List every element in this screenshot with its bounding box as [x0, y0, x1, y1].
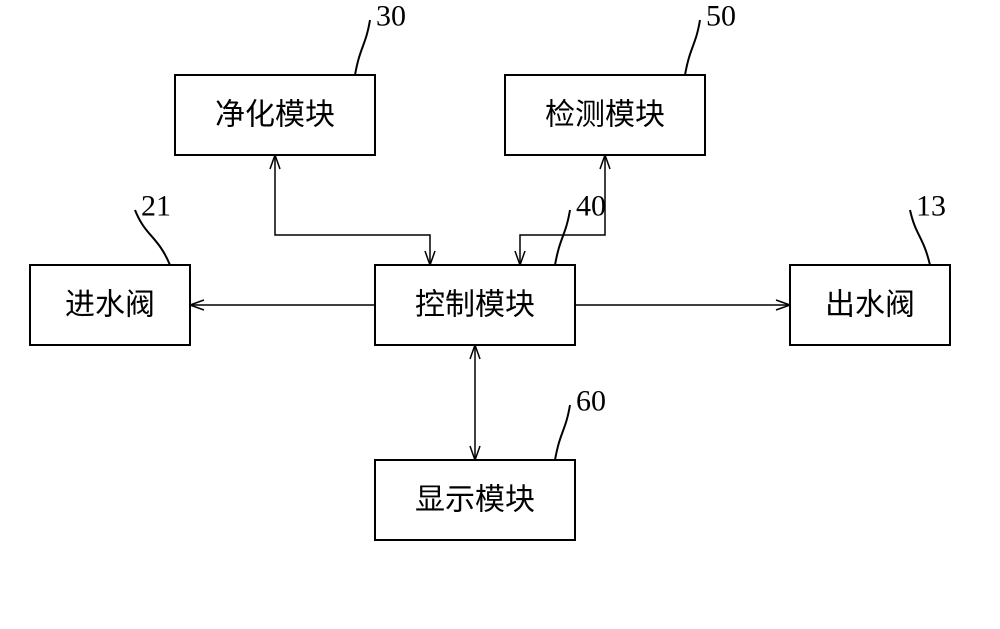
ref-purify: 30: [376, 0, 406, 33]
leader-control: [555, 210, 570, 265]
label-detect: 检测模块: [545, 99, 665, 132]
label-outlet: 出水阀: [825, 289, 915, 322]
label-display: 显示模块: [415, 484, 535, 517]
label-purify: 净化模块: [215, 99, 335, 132]
label-control: 控制模块: [415, 289, 535, 322]
node-control: 控制模块 40: [375, 190, 606, 346]
ref-display: 60: [576, 385, 606, 418]
ref-detect: 50: [706, 0, 736, 33]
ref-outlet: 13: [916, 190, 946, 223]
node-inlet: 进水阀 21: [30, 190, 190, 346]
edge-control-purify: [275, 155, 430, 265]
label-inlet: 进水阀: [65, 289, 155, 322]
leader-display: [555, 405, 570, 460]
node-outlet: 出水阀 13: [790, 190, 950, 346]
leader-purify: [355, 20, 370, 75]
leader-detect: [685, 20, 700, 75]
node-purify: 净化模块 30: [175, 0, 406, 155]
ref-control: 40: [576, 190, 606, 223]
ref-inlet: 21: [141, 190, 171, 223]
node-display: 显示模块 60: [375, 385, 606, 541]
node-detect: 检测模块 50: [505, 0, 736, 155]
